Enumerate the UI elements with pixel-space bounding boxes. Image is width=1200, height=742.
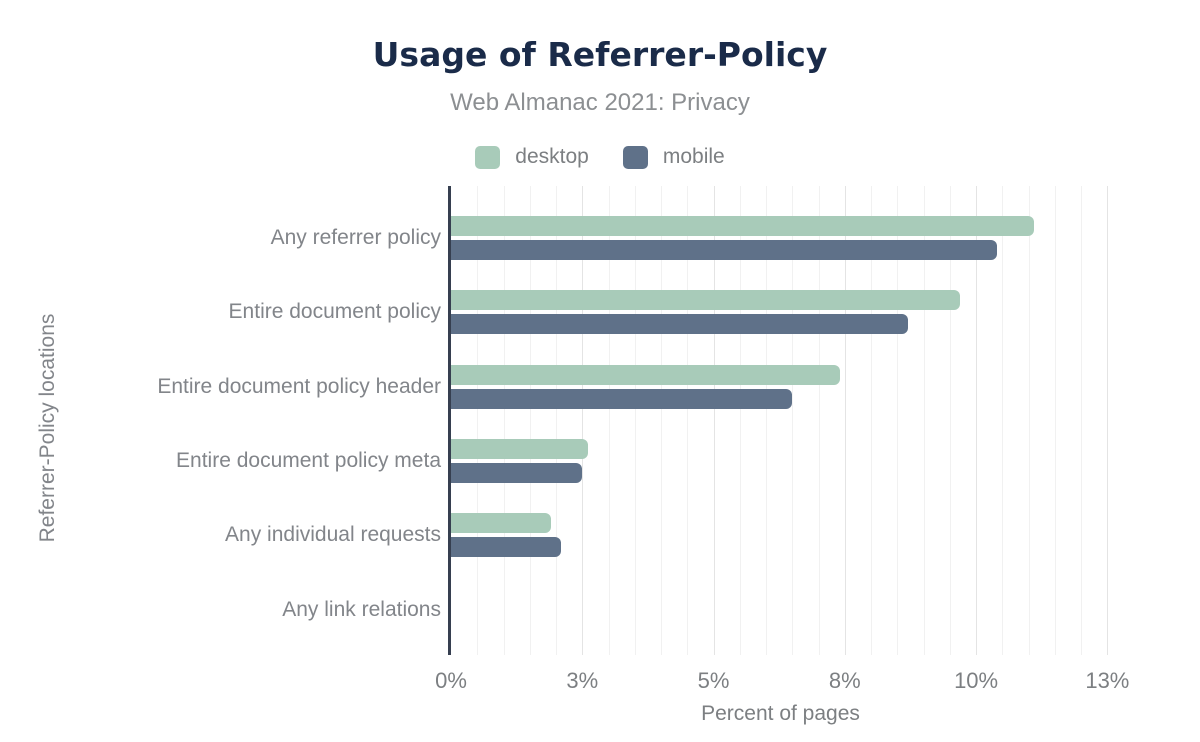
major-gridline bbox=[713, 186, 715, 655]
legend: desktop mobile bbox=[0, 143, 1200, 171]
minor-gridline bbox=[739, 186, 741, 655]
legend-label-mobile: mobile bbox=[662, 145, 725, 168]
minor-gridline bbox=[529, 186, 531, 655]
chart-title: Usage of Referrer-Policy bbox=[372, 35, 828, 74]
minor-gridline bbox=[1054, 186, 1056, 655]
y-axis-title: Referrer-Policy locations bbox=[36, 313, 59, 543]
minor-gridline bbox=[923, 186, 925, 655]
major-gridline bbox=[844, 186, 846, 655]
legend-item-mobile: mobile bbox=[622, 145, 725, 169]
category-label: Any referrer policy bbox=[270, 226, 441, 249]
category-label: Any link relations bbox=[282, 597, 441, 621]
category-label: Entire document policy meta bbox=[176, 448, 441, 472]
x-tick-label: 10% bbox=[954, 668, 999, 693]
bar-mobile-entire-document-policy bbox=[451, 314, 908, 335]
legend-item-desktop: desktop bbox=[475, 145, 589, 169]
bar-desktop-entire-document-policy-header bbox=[451, 364, 840, 385]
minor-gridline bbox=[818, 186, 820, 655]
minor-gridline bbox=[687, 186, 689, 655]
minor-gridline bbox=[871, 186, 873, 655]
x-tick-label: 13% bbox=[1085, 668, 1130, 693]
category-label: Entire document policy header bbox=[157, 374, 441, 398]
major-gridline bbox=[1107, 186, 1109, 655]
minor-gridline bbox=[766, 186, 768, 655]
x-tick-label: 0% bbox=[435, 668, 467, 693]
y-axis-line bbox=[448, 186, 451, 655]
bar-mobile-entire-document-policy-header bbox=[451, 388, 793, 409]
minor-gridline bbox=[634, 186, 636, 655]
minor-gridline bbox=[556, 186, 558, 655]
chart-subtitle: Web Almanac 2021: Privacy bbox=[450, 89, 750, 116]
major-gridline bbox=[582, 186, 584, 655]
minor-gridline bbox=[477, 186, 479, 655]
bar-mobile-any-referrer-policy bbox=[451, 240, 998, 260]
category-label: Entire document policy bbox=[228, 300, 441, 324]
bar-desktop-any-referrer-policy bbox=[451, 216, 1034, 236]
legend-label-desktop: desktop bbox=[515, 145, 589, 168]
mobile-swatch-icon bbox=[622, 145, 648, 169]
minor-gridline bbox=[1028, 186, 1030, 655]
desktop-swatch-icon bbox=[475, 145, 501, 169]
bar-desktop-any-individual-requests bbox=[451, 513, 551, 534]
minor-gridline bbox=[1081, 186, 1083, 655]
bar-mobile-entire-document-policy-meta bbox=[451, 462, 583, 483]
x-tick-label: 8% bbox=[828, 668, 861, 693]
category-label: Any individual requests bbox=[225, 523, 441, 547]
major-gridline bbox=[976, 186, 978, 655]
minor-gridline bbox=[897, 186, 899, 655]
minor-gridline bbox=[792, 186, 794, 655]
x-tick-label: 5% bbox=[697, 668, 730, 693]
x-tick-label: 3% bbox=[566, 668, 599, 693]
bar-mobile-any-individual-requests bbox=[451, 537, 562, 558]
plot-area bbox=[448, 186, 1110, 655]
minor-gridline bbox=[661, 186, 663, 655]
bar-desktop-entire-document-policy-meta bbox=[451, 438, 588, 459]
minor-gridline bbox=[608, 186, 610, 655]
x-axis-title: Percent of pages bbox=[701, 702, 860, 725]
minor-gridline bbox=[949, 186, 951, 655]
minor-gridline bbox=[1002, 186, 1004, 655]
bar-desktop-entire-document-policy bbox=[451, 290, 961, 311]
minor-gridline bbox=[503, 186, 505, 655]
